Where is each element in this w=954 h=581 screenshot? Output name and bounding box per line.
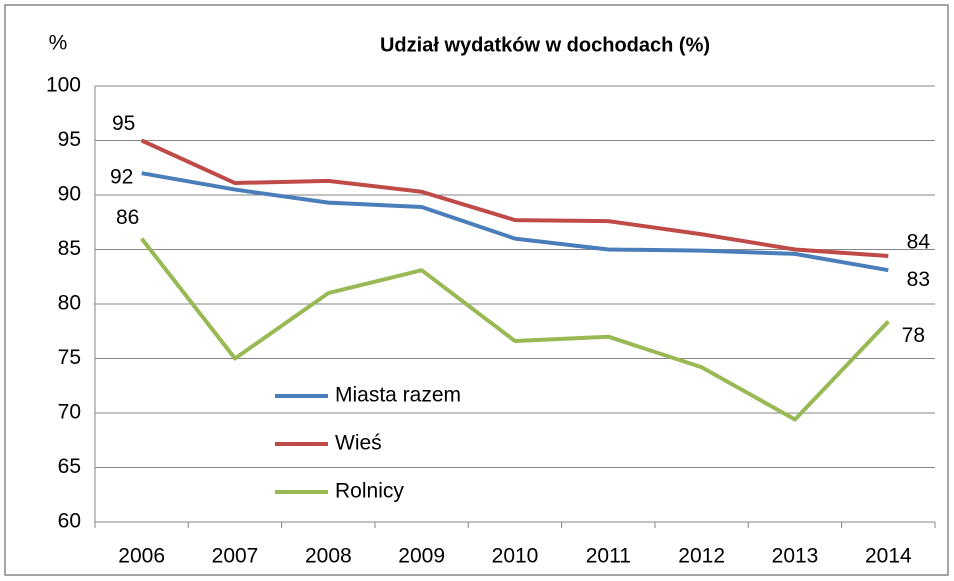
y-tick-label: 70 <box>58 401 81 424</box>
x-tick-label: 2010 <box>492 545 539 568</box>
y-tick-label: 60 <box>58 510 81 533</box>
x-tick-label: 2006 <box>118 545 165 568</box>
series-line <box>140 138 889 259</box>
y-axis-label: % <box>49 32 68 55</box>
y-tick-label: 90 <box>58 183 81 206</box>
x-tick-label: 2012 <box>678 545 725 568</box>
series-line <box>141 171 889 273</box>
y-tick-label: 95 <box>58 128 81 151</box>
data-label: 83 <box>907 268 930 291</box>
x-tick-label: 2007 <box>212 545 259 568</box>
y-tick-label: 85 <box>58 237 81 260</box>
x-tick-label: 2013 <box>772 545 819 568</box>
chart-title: Udział wydatków w dochodach (%) <box>380 34 710 56</box>
legend-label: Miasta razem <box>335 384 461 407</box>
data-label: 92 <box>110 166 133 189</box>
y-tick-label: 80 <box>58 292 81 315</box>
chart-border <box>4 4 949 576</box>
y-tick-label: 100 <box>46 74 81 97</box>
data-label: 78 <box>902 324 925 347</box>
legend-label: Wieś <box>335 432 382 455</box>
series-line <box>140 237 890 422</box>
data-label: 84 <box>907 231 931 254</box>
y-tick-label: 75 <box>58 346 81 369</box>
x-tick-label: 2011 <box>586 545 631 568</box>
data-label: 86 <box>116 206 139 229</box>
legend-label: Rolnicy <box>335 480 404 503</box>
data-label: 95 <box>112 112 135 135</box>
x-tick-label: 2009 <box>398 545 445 568</box>
x-tick-label: 2014 <box>865 545 912 568</box>
y-tick-label: 65 <box>58 455 81 478</box>
x-tick-label: 2008 <box>305 545 352 568</box>
